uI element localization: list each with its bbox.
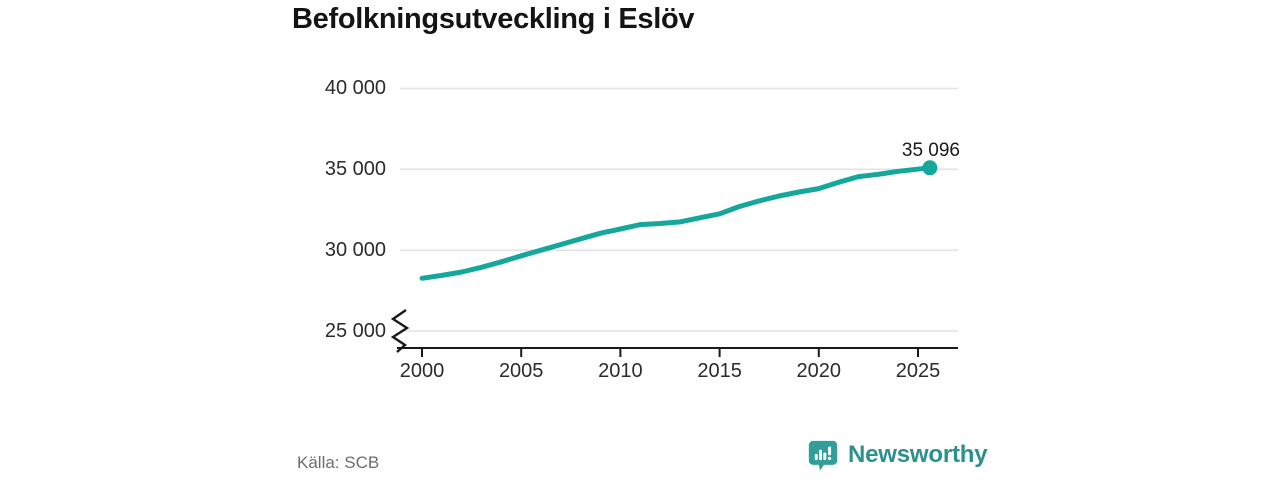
source-note: Källa: SCB — [297, 453, 380, 472]
axis-break-icon — [390, 309, 410, 353]
y-tick-label: 30 000 — [324, 239, 386, 262]
y-tick-label: 40 000 — [324, 77, 386, 100]
brand-name: Newsworthy — [848, 441, 988, 468]
x-tick-label: 2020 — [796, 360, 842, 382]
x-tick-label: 2005 — [498, 360, 544, 382]
x-tick-label: 2015 — [697, 360, 742, 382]
y-tick-label: 35 000 — [324, 158, 386, 181]
population-line — [419, 165, 933, 281]
newsworthy-chart-bubble-icon — [808, 440, 838, 471]
x-tick-label: 2010 — [598, 360, 643, 382]
newsworthy-logo: Newsworthy — [806, 438, 988, 472]
grid-and-axes — [397, 87, 958, 357]
end-point-dot — [922, 160, 938, 176]
page-title: Befolkningsutveckling i Eslöv — [292, 3, 695, 35]
x-tick-label: 2000 — [399, 360, 445, 382]
x-tick-label: 2025 — [895, 360, 941, 382]
end-value-label: 35 096 — [901, 140, 960, 161]
y-tick-label: 25 000 — [324, 320, 386, 342]
